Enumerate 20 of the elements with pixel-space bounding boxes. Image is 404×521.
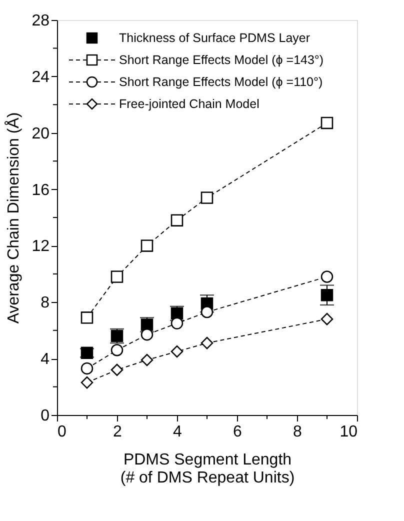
- y-tick-label: 4: [40, 351, 50, 368]
- y-tick-label: 20: [32, 125, 50, 142]
- y-axis-title: Average Chain Dimension (Å): [4, 112, 23, 324]
- x-tick-label: 8: [293, 424, 302, 440]
- x-tick-label: 4: [173, 424, 182, 440]
- x-tick-label: 6: [233, 424, 242, 440]
- y-tick-label: 24: [32, 68, 50, 86]
- x-tick-label: 10: [340, 424, 358, 440]
- legend-label: Free-jointed Chain Model: [119, 97, 260, 111]
- legend-label: Short Range Effects Model (ϕ =110°): [119, 75, 323, 89]
- y-tick-label: 16: [32, 182, 50, 199]
- y-tick-label: 12: [32, 238, 50, 256]
- legend-label: Short Range Effects Model (ϕ =143°): [119, 53, 324, 67]
- y-tick-label: 28: [32, 12, 50, 30]
- y-tick-label: 0: [40, 408, 50, 424]
- x-tick-label: 0: [58, 424, 66, 440]
- legend-label: Thickness of Surface PDMS Layer: [119, 31, 310, 45]
- x-axis-title: PDMS Segment Length (# of DMS Repeat Units): [120, 452, 295, 486]
- x-tick-label: 2: [113, 424, 122, 440]
- y-tick-label: 8: [40, 294, 50, 312]
